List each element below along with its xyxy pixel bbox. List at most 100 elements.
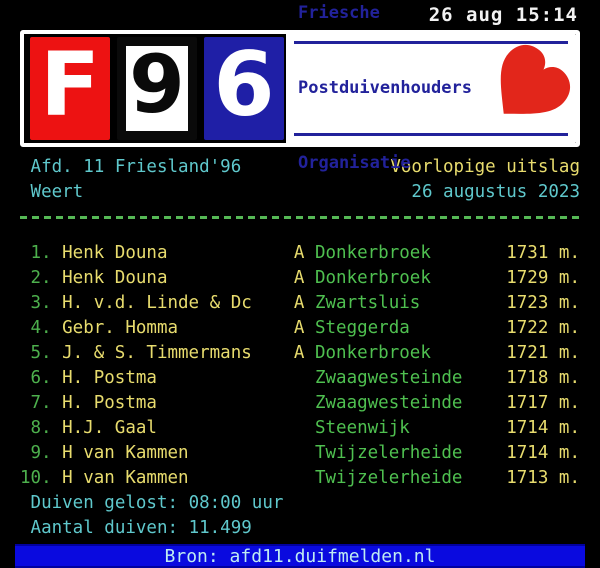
loft-location: Steenwijk	[314, 418, 410, 438]
location-prefix: A	[293, 243, 305, 263]
meta-row-1: Afd. 11 Friesland'96 Voorlopige uitslag	[20, 155, 580, 180]
loft-location: Twijzelerheide	[314, 443, 463, 463]
logo-letter: 6	[213, 32, 275, 136]
separator-row	[20, 216, 580, 241]
result-rank: 9.	[30, 443, 52, 463]
location-prefix	[294, 441, 315, 466]
result-rank: 6.	[30, 368, 52, 388]
teletext-content: Afd. 11 Friesland'96 Voorlopige uitslag …	[20, 155, 580, 541]
speed-value: 1717 m.	[506, 393, 580, 413]
column-gap	[52, 466, 63, 491]
result-row: 8. H.J. Gaal Steenwijk 1714 m.	[20, 416, 580, 441]
result-rank: 5.	[30, 343, 52, 363]
location-prefix: A	[293, 343, 305, 363]
speed-value: 1721 m.	[506, 343, 580, 363]
fancier-name: H van Kammen	[62, 468, 189, 488]
organisation-name-line: Postduivenhouders	[298, 78, 472, 98]
location-prefix: A	[293, 293, 305, 313]
speed-value: 1714 m.	[506, 418, 580, 438]
afdeling-label: Afd. 11 Friesland'96	[30, 157, 242, 177]
fancier-name: H. v.d. Linde & Dc	[62, 293, 252, 313]
result-row: 2. Henk Douna A Donkerbroek 1729 m.	[20, 266, 580, 291]
location-prefix: A	[293, 318, 305, 338]
fancier-name: H.J. Gaal	[62, 418, 157, 438]
source-url: Bron: afd11.duifmelden.nl	[164, 545, 436, 567]
organisation-name-line: Organisatie	[298, 153, 411, 173]
location-prefix	[294, 366, 315, 391]
result-row: 3. H. v.d. Linde & Dc A Zwartsluis 1723 m.	[20, 291, 580, 316]
column-gap	[52, 241, 63, 266]
column-gap	[52, 416, 63, 441]
result-row: 5. J. & S. Timmermans A Donkerbroek 1721 m.	[20, 341, 580, 366]
result-rank: 4.	[30, 318, 52, 338]
fancier-name: Gebr. Homma	[62, 318, 179, 338]
logo-tile-9: 9	[117, 37, 197, 140]
loft-location: Twijzelerheide	[314, 468, 463, 488]
location-prefix	[294, 466, 315, 491]
result-type-label: Voorlopige uitslag	[390, 157, 580, 177]
clock-row: 26 aug 15:14	[0, 0, 600, 30]
result-rank: 2.	[30, 268, 52, 288]
loft-location: Zwaagwesteinde	[314, 393, 463, 413]
result-rank: 7.	[30, 393, 52, 413]
pigeon-count: Aantal duiven: 11.499	[30, 518, 252, 538]
organisation-name: Friesche Postduivenhouders Organisatie	[298, 0, 472, 226]
race-date: 26 augustus 2023	[411, 182, 580, 202]
result-row: 7. H. Postma Zwaagwesteinde 1717 m.	[20, 391, 580, 416]
heart-icon	[500, 44, 571, 114]
fancier-name: Henk Douna	[62, 268, 168, 288]
column-gap	[52, 291, 63, 316]
column-gap	[52, 441, 63, 466]
location-prefix	[294, 416, 315, 441]
logo-letter: 9	[129, 37, 185, 131]
result-rank: 1.	[30, 243, 52, 263]
race-location: Weert	[30, 182, 84, 202]
column-gap	[52, 366, 63, 391]
result-row: 4. Gebr. Homma A Steggerda 1722 m.	[20, 316, 580, 341]
fancier-name: H van Kammen	[62, 443, 189, 463]
logo-letter-tiles: F 9 6	[24, 37, 286, 140]
organisation-name-panel: Friesche Postduivenhouders Organisatie	[286, 3, 576, 173]
result-rank: 8.	[30, 418, 52, 438]
loft-location: Donkerbroek	[314, 268, 431, 288]
meta-row-2: Weert 26 augustus 2023	[20, 180, 580, 205]
speed-value: 1723 m.	[506, 293, 580, 313]
location-prefix	[294, 391, 315, 416]
dashed-divider	[20, 216, 580, 219]
fancier-name: Henk Douna	[62, 243, 168, 263]
fancier-name: H. Postma	[62, 368, 157, 388]
clock: 26 aug 15:14	[428, 4, 578, 26]
result-row: 9. H van Kammen Twijzelerheide 1714 m.	[20, 441, 580, 466]
organisation-name-line: Friesche	[298, 3, 380, 23]
location-prefix: A	[293, 268, 305, 288]
fancier-name: H. Postma	[62, 393, 157, 413]
source-bar: Bron: afd11.duifmelden.nl	[15, 544, 585, 568]
speed-value: 1731 m.	[506, 243, 580, 263]
result-row: 1. Henk Douna A Donkerbroek 1731 m.	[20, 241, 580, 266]
column-gap	[52, 341, 63, 366]
organisation-logo-banner: F 9 6 Friesche Postduivenhouders Organis…	[20, 3, 580, 173]
column-gap	[52, 391, 63, 416]
speed-value: 1713 m.	[506, 468, 580, 488]
speed-value: 1722 m.	[506, 318, 580, 338]
logo-tile-f: F	[30, 37, 110, 140]
loft-location: Zwartsluis	[314, 293, 421, 313]
result-row: 6. H. Postma Zwaagwesteinde 1718 m.	[20, 366, 580, 391]
column-gap	[52, 266, 63, 291]
logo-letter: F	[39, 32, 101, 136]
result-rank: 3.	[30, 293, 52, 313]
speed-value: 1714 m.	[506, 443, 580, 463]
speed-value: 1718 m.	[506, 368, 580, 388]
loft-location: Zwaagwesteinde	[314, 368, 463, 388]
fancier-name: J. & S. Timmermans	[62, 343, 252, 363]
result-rank: 10.	[20, 468, 52, 488]
loft-location: Donkerbroek	[314, 243, 431, 263]
release-info: Duiven gelost: 08:00 uur	[30, 493, 284, 513]
results-list: 1. Henk Douna A Donkerbroek 1731 m. 2. Henk D…	[20, 241, 580, 491]
loft-location: Donkerbroek	[314, 343, 431, 363]
column-gap	[52, 316, 63, 341]
result-row: 10. H van Kammen Twijzelerheide 1713 m.	[20, 466, 580, 491]
speed-value: 1729 m.	[506, 268, 580, 288]
loft-location: Steggerda	[314, 318, 410, 338]
logo-tile-6: 6	[204, 37, 284, 140]
